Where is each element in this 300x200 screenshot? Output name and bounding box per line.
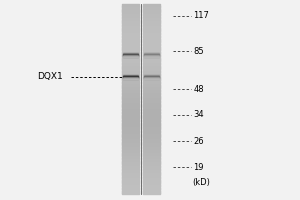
Text: 19: 19 bbox=[194, 162, 204, 171]
Text: DQX1: DQX1 bbox=[37, 72, 63, 82]
Text: 26: 26 bbox=[194, 136, 204, 146]
Text: (kD): (kD) bbox=[192, 178, 210, 187]
Text: 117: 117 bbox=[194, 11, 209, 21]
Text: 34: 34 bbox=[194, 110, 204, 119]
Text: 85: 85 bbox=[194, 46, 204, 55]
Text: 48: 48 bbox=[194, 84, 204, 94]
